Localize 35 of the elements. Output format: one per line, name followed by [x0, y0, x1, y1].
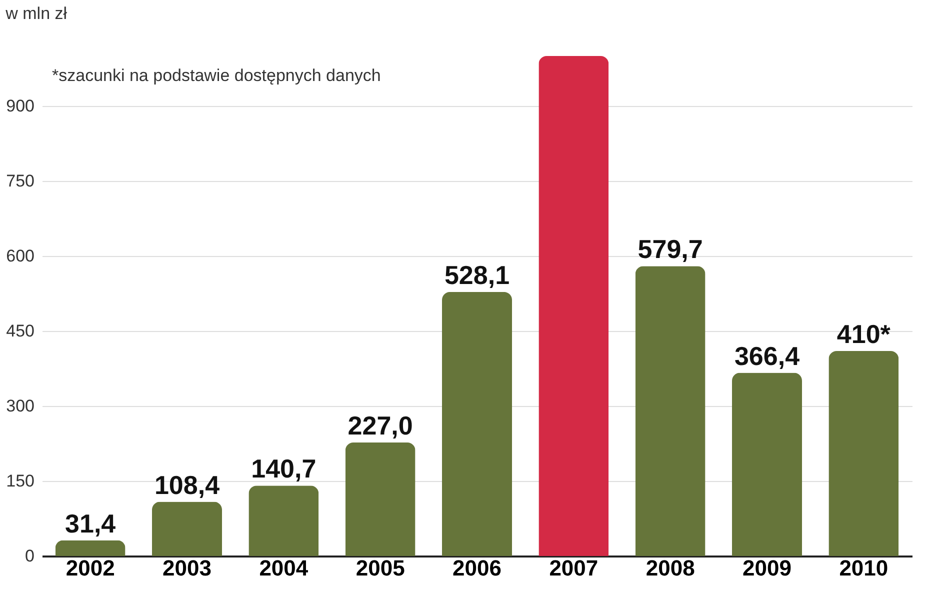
bar	[828, 351, 899, 556]
data-label: 108,4	[154, 470, 220, 500]
bar	[248, 486, 319, 556]
x-tick-label: 2004	[259, 556, 309, 580]
data-label: 528,1	[444, 260, 510, 290]
data-label: 140,7	[251, 454, 316, 484]
bar	[538, 56, 609, 556]
x-tick-label: 2010	[839, 556, 888, 580]
bar	[345, 442, 416, 556]
annotation: *szacunki na podstawie dostępnych danych	[52, 66, 381, 85]
x-tick-label: 2007	[549, 556, 598, 580]
bar	[635, 266, 706, 556]
y-tick-label: 0	[25, 546, 34, 566]
x-tick-label: 2005	[356, 556, 405, 580]
y-tick-label: 600	[6, 246, 34, 266]
x-tick-label: 2002	[66, 556, 115, 580]
y-tick-label: 750	[6, 172, 34, 190]
data-label: 579,7	[638, 234, 703, 264]
y-tick-label: 150	[6, 472, 34, 490]
chart-subtitle: w mln zł	[4, 4, 68, 23]
bar	[442, 292, 512, 556]
bar	[55, 540, 126, 556]
x-tick-label: 2008	[646, 556, 695, 580]
data-label: 227,0	[348, 410, 413, 440]
x-tick-label: 2009	[742, 556, 792, 580]
data-label: 31,4	[65, 508, 116, 538]
y-tick-label: 450	[6, 322, 34, 340]
bar	[732, 372, 802, 556]
data-label: 410*	[836, 319, 892, 349]
x-tick-label: 2006	[452, 556, 502, 580]
y-tick-label: 300	[6, 396, 34, 416]
x-tick-label: 2003	[162, 556, 212, 580]
y-tick-label: 900	[6, 96, 34, 116]
bar	[152, 502, 222, 556]
data-label: 366,4	[734, 340, 800, 371]
